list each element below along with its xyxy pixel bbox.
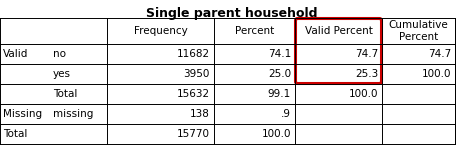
Text: 74.7: 74.7 xyxy=(428,49,451,59)
Text: 25.0: 25.0 xyxy=(268,69,291,79)
Text: 25.3: 25.3 xyxy=(355,69,378,79)
Text: .9: .9 xyxy=(281,109,291,119)
Text: 15632: 15632 xyxy=(177,89,210,99)
Text: 3950: 3950 xyxy=(184,69,210,79)
Text: Percent: Percent xyxy=(235,26,274,36)
Text: yes: yes xyxy=(53,69,71,79)
Text: 100.0: 100.0 xyxy=(421,69,451,79)
Text: Frequency: Frequency xyxy=(133,26,187,36)
Text: 99.1: 99.1 xyxy=(268,89,291,99)
Text: 74.1: 74.1 xyxy=(268,49,291,59)
Text: Valid Percent: Valid Percent xyxy=(305,26,372,36)
Text: no: no xyxy=(53,49,66,59)
Text: 100.0: 100.0 xyxy=(348,89,378,99)
Text: 74.7: 74.7 xyxy=(355,49,378,59)
Text: Total: Total xyxy=(53,89,77,99)
Text: Valid: Valid xyxy=(3,49,28,59)
Text: Total: Total xyxy=(3,129,27,139)
Text: Cumulative
Percent: Cumulative Percent xyxy=(389,20,448,42)
Text: 15770: 15770 xyxy=(177,129,210,139)
Text: 138: 138 xyxy=(190,109,210,119)
Text: Missing: Missing xyxy=(3,109,42,119)
Text: Single parent household: Single parent household xyxy=(146,7,318,20)
Text: missing: missing xyxy=(53,109,93,119)
Text: 11682: 11682 xyxy=(177,49,210,59)
Text: 100.0: 100.0 xyxy=(261,129,291,139)
